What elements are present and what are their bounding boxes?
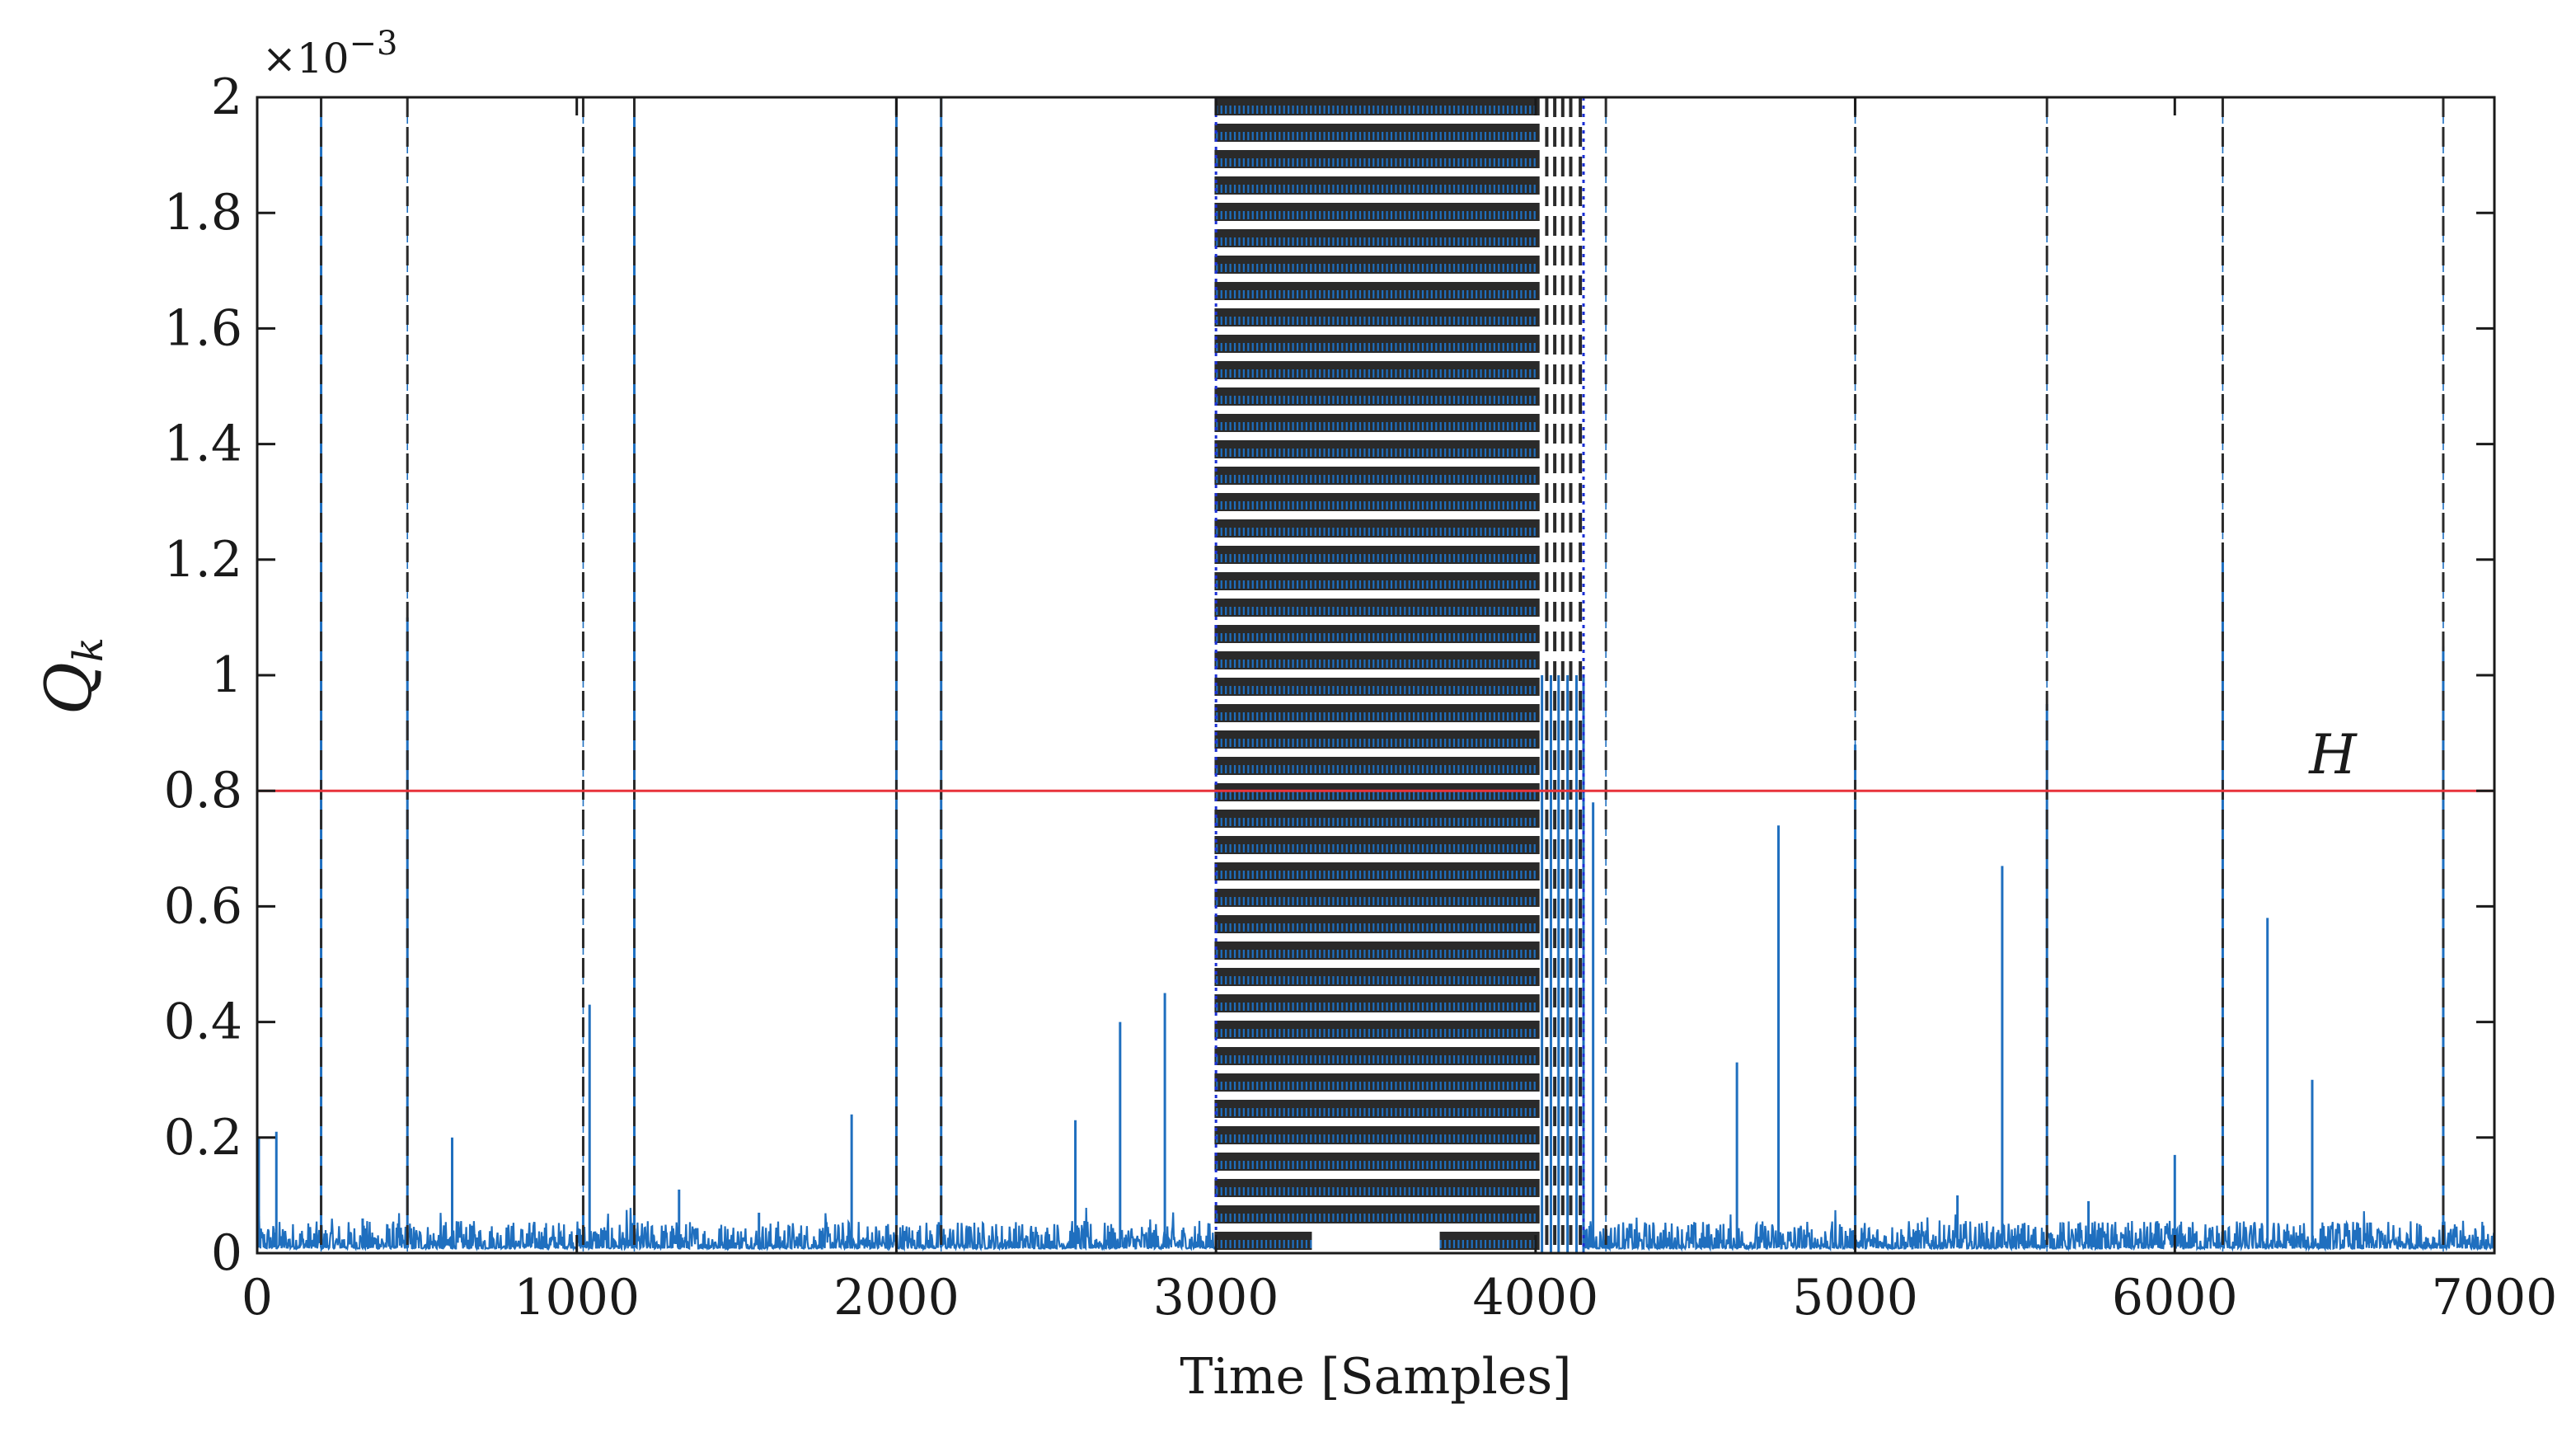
y-tick-label: 1.8 [164,184,242,242]
y-tick-label: 0.8 [164,762,242,819]
x-tick-label: 1000 [514,1269,640,1327]
y-exponent: ×10−3 [262,25,398,82]
x-tick-label: 5000 [1792,1269,1918,1327]
x-tick-label: 6000 [2112,1269,2238,1327]
x-tick-label: 2000 [833,1269,960,1327]
x-axis: 0 1000 2000 3000 4000 5000 6000 7000 [242,97,2557,1327]
threshold-label: H [2308,723,2358,787]
x-tick-label: 4000 [1473,1269,1599,1327]
y-tick-label: 0.2 [164,1109,242,1167]
y-tick-label: 1.2 [164,531,242,589]
x-axis-title: Time [Samples] [1180,1348,1571,1406]
y-tick-label: 1 [211,646,242,704]
x-tick-label: 0 [242,1269,273,1327]
y-tick-label: 2 [211,68,242,126]
x-tick-label: 7000 [2432,1269,2558,1327]
y-tick-label: 0.6 [164,877,242,935]
svg-text:Qk: Qk [32,637,112,715]
plot-content [257,97,2494,1253]
y-axis-title: Qk [32,637,112,715]
y-tick-label: 0.4 [164,993,242,1051]
signal-trace [257,1207,1216,1252]
y-tick-label: 0 [211,1224,242,1282]
y-tick-label: 1.6 [164,299,242,357]
dense-region [1214,97,1585,1253]
dense-gap [1311,1223,1440,1253]
y-axis: 0 0.2 0.4 0.6 0.8 1 1.2 1.4 1.6 1.8 2 [164,68,2494,1282]
y-tick-label: 1.4 [164,416,242,473]
x-tick-label: 3000 [1153,1269,1279,1327]
